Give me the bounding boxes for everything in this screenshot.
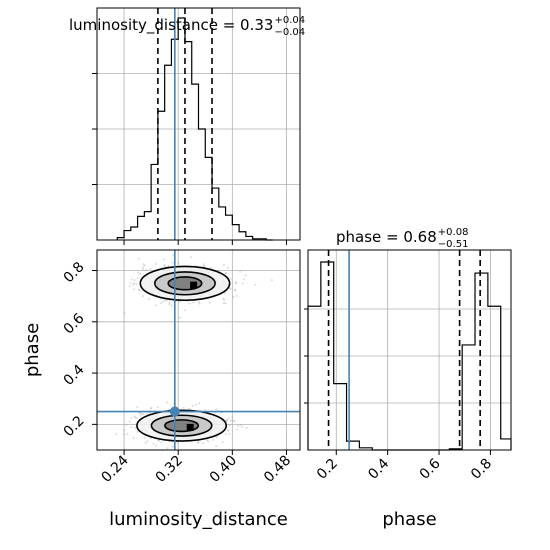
truth-marker — [169, 406, 180, 417]
panel-frame-bl — [96, 249, 301, 451]
joint-y-tick-label-3: 0.8 — [61, 259, 88, 286]
peak-marker-mode-1 — [186, 423, 194, 431]
lum-x-tick-label-0: 0.24 — [99, 452, 132, 485]
lum-x-tick-label-2: 0.40 — [207, 452, 240, 485]
phase-x-tick-label-0: 0.2 — [314, 456, 341, 483]
peak-marker-mode-0 — [190, 281, 198, 289]
histogram-luminosity-distance — [116, 17, 273, 241]
phase-title-lower: −0.51 — [438, 239, 469, 250]
lum-x-tick-label-1: 0.32 — [153, 452, 186, 485]
x-axis-label-luminosity-distance: luminosity_distance — [109, 509, 288, 530]
lum-x-tick-label-3: 0.48 — [261, 452, 294, 485]
joint-y-tick-label-0: 0.2 — [61, 413, 88, 440]
phase-x-tick-label-3: 0.8 — [468, 456, 495, 483]
luminosity-distance-title: luminosity_distance = 0.33 — [69, 16, 273, 35]
x-axis-label-phase: phase — [382, 509, 436, 530]
panel-frame-tl — [96, 7, 301, 241]
phase-x-tick-label-2: 0.6 — [417, 456, 444, 483]
phase-title: phase = 0.68 — [336, 228, 437, 246]
phase-x-tick-label-1: 0.4 — [365, 456, 392, 483]
luminosity-distance-title-lower: −0.04 — [274, 27, 305, 38]
joint-y-tick-label-2: 0.6 — [61, 310, 88, 337]
luminosity-distance-title-upper: +0.04 — [274, 15, 305, 26]
phase-title-upper: +0.08 — [438, 227, 469, 238]
panel-frame-br — [307, 249, 512, 451]
y-axis-label-phase: phase — [22, 323, 43, 377]
joint-y-tick-label-1: 0.4 — [61, 362, 88, 389]
